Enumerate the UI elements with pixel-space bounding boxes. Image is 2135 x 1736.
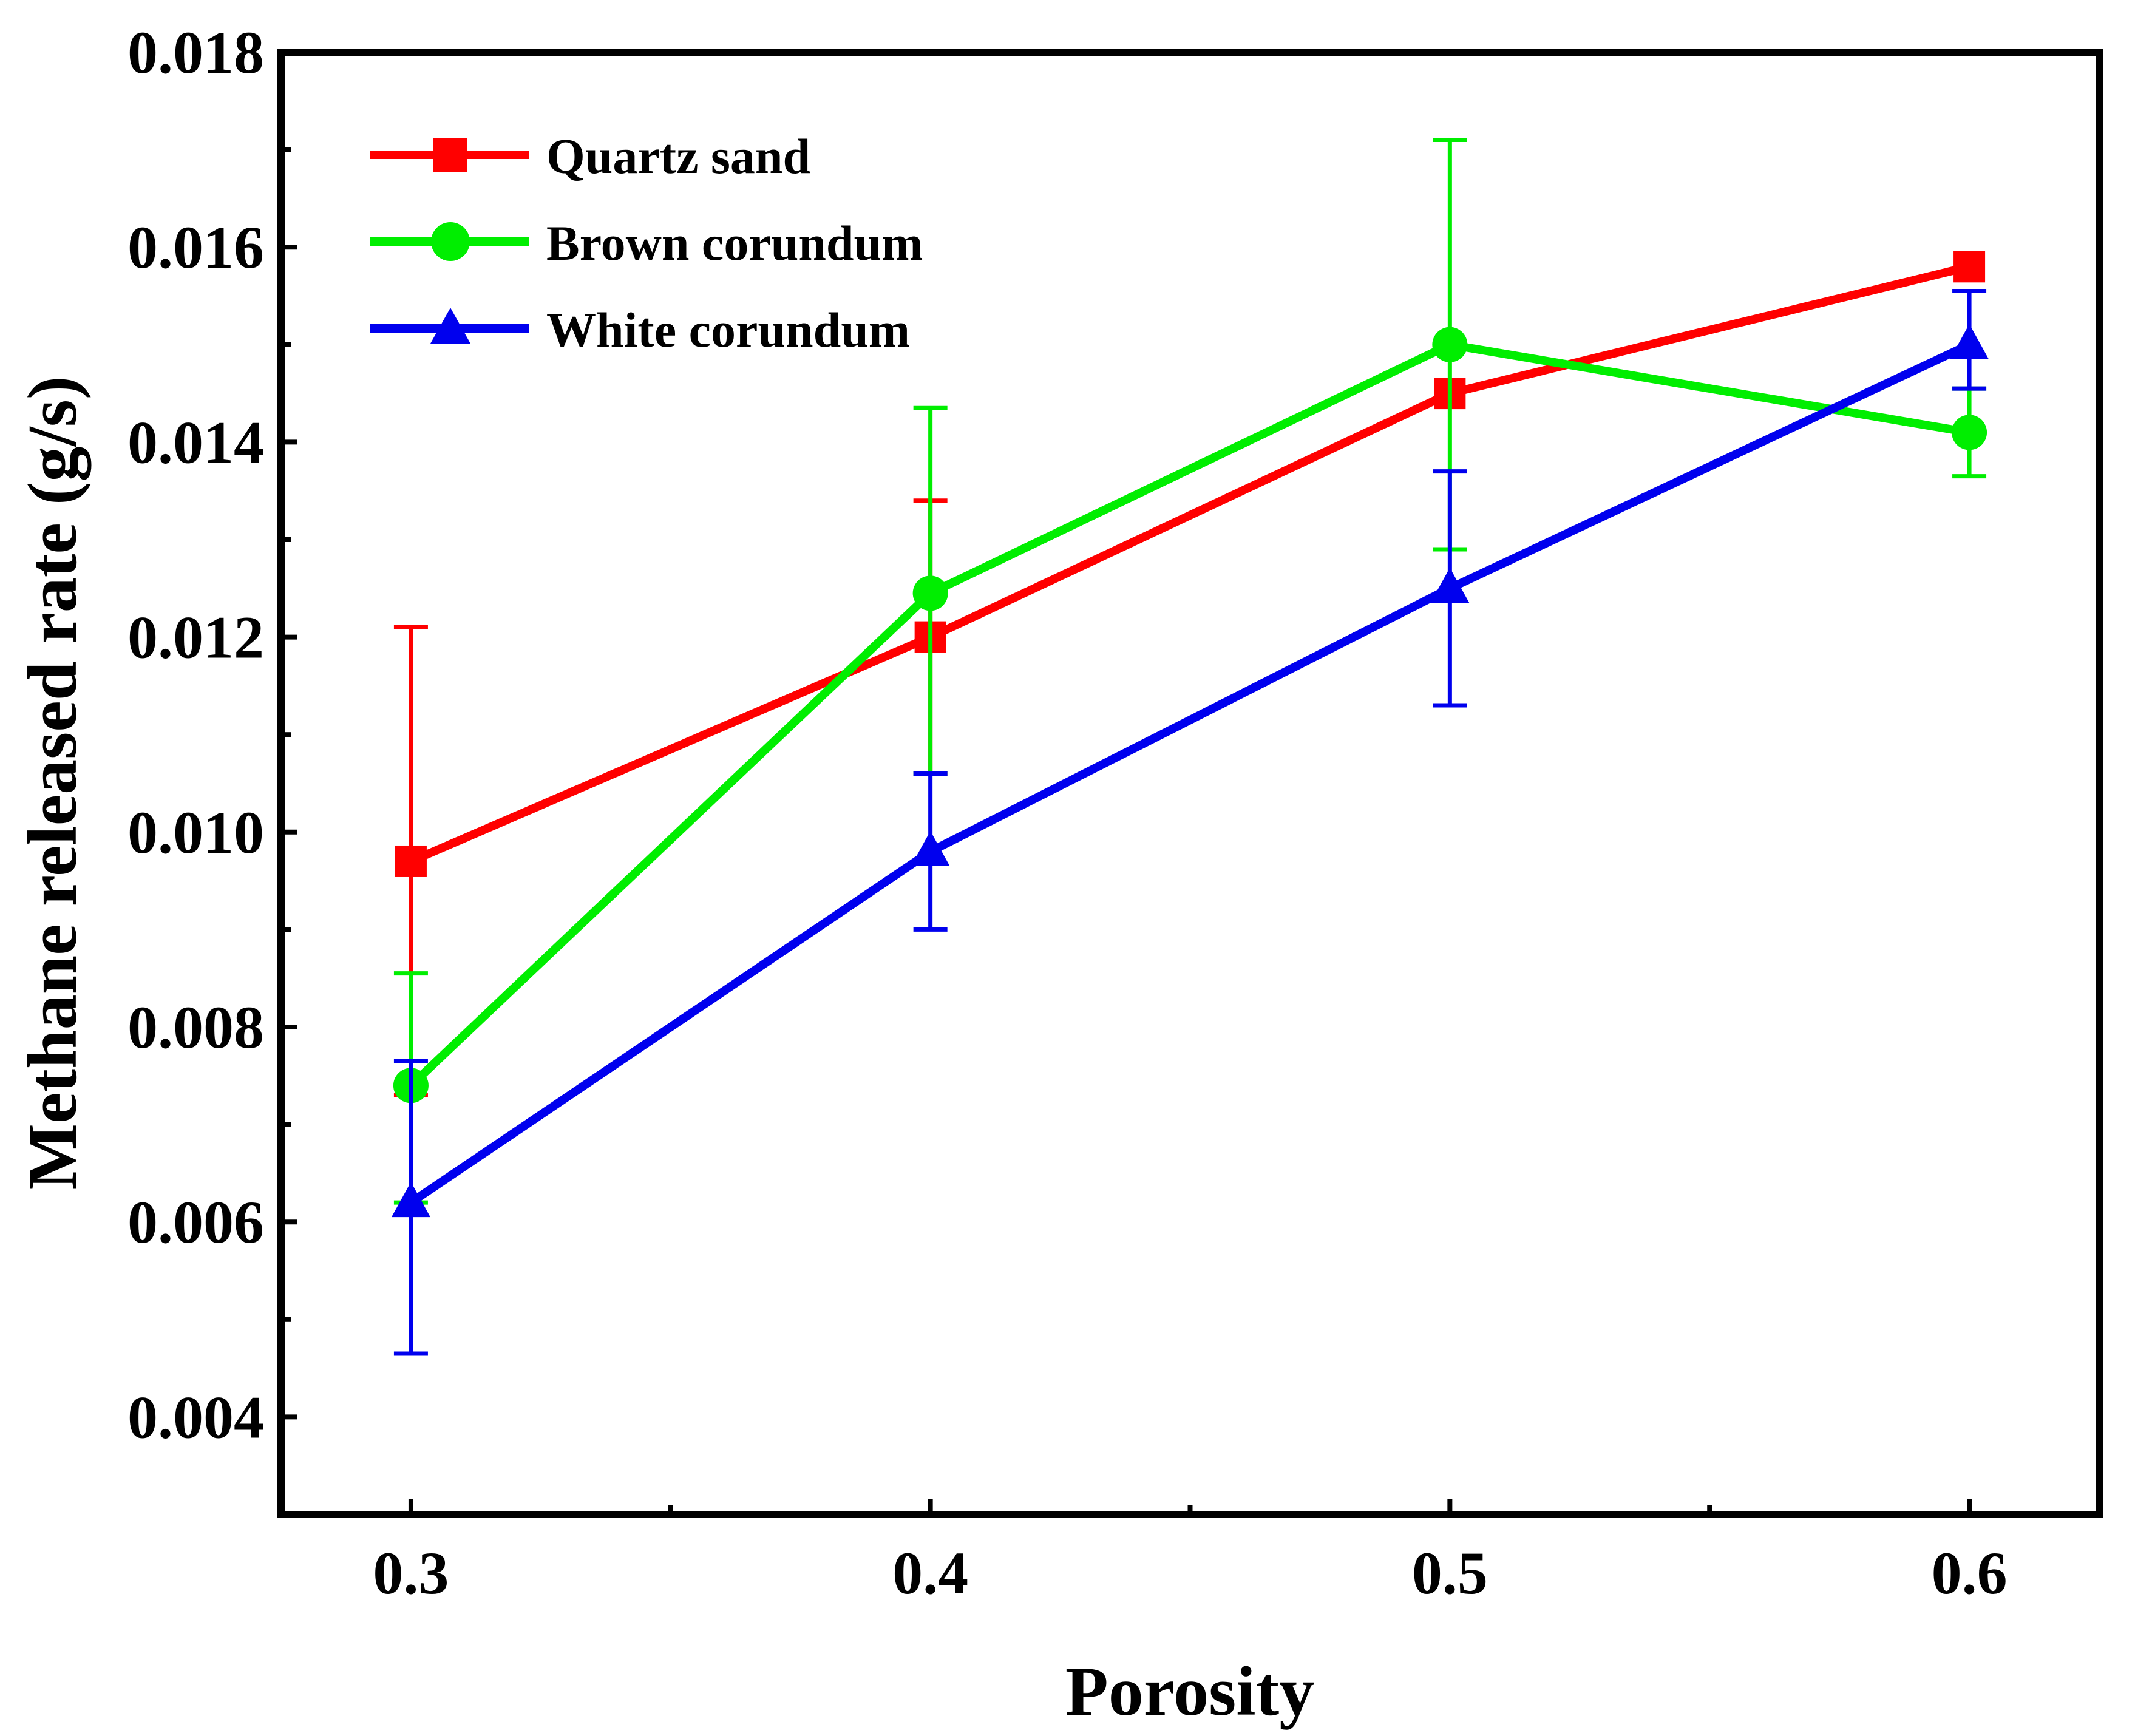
legend-label-quartz-sand: Quartz sand bbox=[546, 129, 810, 184]
data-point bbox=[1950, 324, 1989, 359]
x-tick-label: 0.4 bbox=[892, 1539, 968, 1607]
data-point bbox=[395, 845, 427, 877]
x-axis-title: Porosity bbox=[1065, 1653, 1314, 1731]
legend-label-white-corundum: White corundum bbox=[546, 302, 910, 358]
y-tick-label: 0.008 bbox=[127, 994, 264, 1061]
x-tick-label: 0.5 bbox=[1412, 1539, 1488, 1607]
y-tick-label: 0.018 bbox=[127, 19, 264, 86]
legend: Quartz sand Brown corundum White corundu… bbox=[370, 129, 923, 358]
series-layer bbox=[391, 138, 1989, 1356]
y-axis: 0.004 0.006 0.008 0.010 0.012 0.014 0.016 0.018 bbox=[127, 19, 297, 1451]
legend-marker-quartz-sand bbox=[433, 138, 467, 172]
y-tick-label: 0.004 bbox=[127, 1383, 264, 1451]
legend-label-brown-corundum: Brown corundum bbox=[546, 215, 923, 271]
data-point bbox=[912, 575, 948, 611]
x-tick-label: 0.3 bbox=[373, 1539, 449, 1607]
legend-item-white-corundum: White corundum bbox=[370, 302, 910, 358]
data-point bbox=[1432, 327, 1468, 362]
legend-item-quartz-sand: Quartz sand bbox=[370, 129, 810, 184]
legend-marker-white-corundum bbox=[430, 308, 470, 344]
series-line bbox=[409, 341, 1972, 1206]
data-point bbox=[911, 830, 950, 866]
data-point bbox=[1952, 415, 1987, 450]
y-tick-label: 0.006 bbox=[127, 1188, 264, 1256]
y-tick-label: 0.010 bbox=[127, 799, 264, 866]
series-line bbox=[409, 262, 1970, 866]
x-tick-label: 0.6 bbox=[1932, 1539, 2008, 1607]
y-tick-label: 0.012 bbox=[127, 604, 264, 671]
data-point bbox=[1430, 568, 1470, 603]
x-axis: 0.3 0.4 0.5 0.6 bbox=[373, 1499, 2008, 1607]
y-tick-label: 0.016 bbox=[127, 214, 264, 281]
data-point bbox=[391, 1182, 430, 1218]
y-tick-label: 0.014 bbox=[127, 409, 264, 476]
legend-marker-brown-corundum bbox=[431, 222, 470, 261]
legend-item-brown-corundum: Brown corundum bbox=[370, 215, 923, 271]
y-axis-title: Methane released rate (g/s) bbox=[14, 376, 92, 1190]
series-white-corundum bbox=[391, 288, 1989, 1356]
series-line bbox=[408, 340, 1970, 1089]
data-point bbox=[1953, 251, 1986, 283]
